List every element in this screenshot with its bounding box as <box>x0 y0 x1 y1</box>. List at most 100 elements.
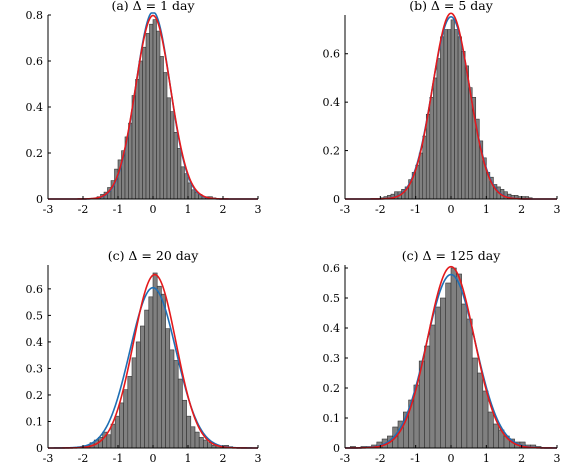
histogram-bar <box>466 318 473 449</box>
histogram-bar <box>464 65 469 200</box>
x-tick-label: -1 <box>113 203 124 216</box>
histogram-bar <box>429 97 434 200</box>
histogram-bar <box>450 19 455 200</box>
histogram-bar <box>184 173 189 200</box>
histogram-bar <box>123 389 129 449</box>
histogram-bar <box>119 402 124 449</box>
x-tick-label: -2 <box>78 452 89 465</box>
histogram-bar <box>487 411 494 449</box>
histogram-bar <box>131 357 137 449</box>
x-tick-label: -1 <box>113 452 124 465</box>
histogram-bar <box>461 303 468 449</box>
histogram-bar <box>194 431 200 449</box>
histogram-bar <box>173 132 178 200</box>
histogram-bar <box>198 437 204 449</box>
histogram-bar <box>418 152 424 200</box>
bars <box>380 19 533 200</box>
x-tick-label: 3 <box>255 452 262 465</box>
panel-c: -3 -2 -1 0 1 2 3 0 0.1 0.2 0.3 0.4 0.5 0.6 (c) Δ = 20 … <box>26 248 262 465</box>
histogram-bar <box>148 296 154 449</box>
y-tick-label: 0.6 <box>323 262 341 275</box>
histogram-bar <box>454 29 459 200</box>
histogram-bar <box>191 189 196 200</box>
y-tick-label: 0 <box>36 442 43 455</box>
histogram-bar <box>169 349 175 449</box>
x-tick-label: 0 <box>448 452 455 465</box>
histogram-bar <box>135 341 141 449</box>
x-tick-label: 2 <box>220 452 227 465</box>
y-tick-label: 0 <box>36 193 43 206</box>
x-tick-label: 2 <box>518 203 525 216</box>
histogram-bar <box>187 182 192 200</box>
histogram-bar <box>457 36 462 200</box>
histogram-bar <box>114 415 120 449</box>
x-tick-label: 1 <box>185 452 192 465</box>
y-tick-label: 0.2 <box>323 382 341 395</box>
histogram-bar <box>436 58 441 200</box>
panel-title: (c) Δ = 125 day <box>402 248 501 263</box>
x-tick-label: 1 <box>483 203 490 216</box>
histogram-bar <box>424 345 431 449</box>
histogram-bar <box>203 439 208 449</box>
histogram-bar <box>177 148 182 200</box>
histogram-bar <box>182 399 187 449</box>
histogram-bar <box>433 77 438 200</box>
histogram-bar <box>190 426 196 449</box>
panel-d: -3 -2 -1 0 1 2 3 0 0.1 0.2 0.3 0.4 0.5 0.6 (c) Δ = 125… <box>323 248 561 465</box>
histogram-bar <box>166 97 171 200</box>
histogram-bar <box>145 33 150 200</box>
bars <box>96 19 217 200</box>
histogram-bar <box>173 360 179 449</box>
panel-title: (a) Δ = 1 day <box>111 0 195 13</box>
y-tick-label: 0.4 <box>323 96 341 109</box>
y-tick-label: 0.3 <box>26 362 44 375</box>
x-tick-label: -3 <box>43 452 54 465</box>
histogram-bar <box>159 56 164 200</box>
histogram-bar <box>161 293 166 449</box>
y-tick-label: 0.1 <box>323 412 341 425</box>
histogram-bar <box>471 357 478 449</box>
histogram-bar <box>186 415 192 449</box>
histogram-bar <box>443 29 448 200</box>
y-tick-label: 0 <box>333 193 340 206</box>
y-tick-label: 0.4 <box>323 322 341 335</box>
x-tick-label: 3 <box>554 203 561 216</box>
x-tick-label: 3 <box>554 452 561 465</box>
histogram-bar <box>447 29 452 200</box>
y-tick-label: 0.4 <box>26 101 44 114</box>
y-tick-label: 0.4 <box>26 336 44 349</box>
x-tick-label: 0 <box>150 203 157 216</box>
y-tick-label: 0.2 <box>26 147 44 160</box>
histogram-bar <box>440 297 446 449</box>
histogram-bar <box>434 306 441 449</box>
histogram-bar <box>140 325 145 449</box>
x-tick-label: -2 <box>375 452 386 465</box>
histogram-bar <box>461 51 466 200</box>
x-tick-label: 1 <box>185 203 192 216</box>
x-tick-label: -3 <box>340 452 351 465</box>
panel-title: (b) Δ = 5 day <box>409 0 494 13</box>
histogram-bar <box>106 434 112 449</box>
histogram-bar <box>142 46 147 200</box>
histogram-bar <box>482 390 489 449</box>
histogram-bar <box>135 79 140 200</box>
y-tick-label: 0.3 <box>323 352 341 365</box>
y-tick-label: 0.5 <box>323 292 341 305</box>
histogram-bar <box>477 372 484 449</box>
histogram-bar <box>177 378 183 449</box>
x-tick-label: -3 <box>340 203 351 216</box>
histogram-bar <box>170 111 175 200</box>
y-tick-label: 0.8 <box>26 9 44 22</box>
x-tick-label: 3 <box>255 203 262 216</box>
histogram-bar <box>152 272 158 449</box>
y-tick-label: 0 <box>333 442 340 455</box>
histogram-bar <box>127 376 133 449</box>
y-tick-label: 0.2 <box>26 389 44 402</box>
histogram-bar <box>429 324 436 449</box>
histogram-bar <box>138 60 143 200</box>
histogram-bar <box>180 166 185 200</box>
x-tick-label: 0 <box>150 452 157 465</box>
y-tick-label: 0.2 <box>323 145 341 158</box>
histogram-bar <box>110 423 116 449</box>
histogram-bar <box>425 113 431 200</box>
